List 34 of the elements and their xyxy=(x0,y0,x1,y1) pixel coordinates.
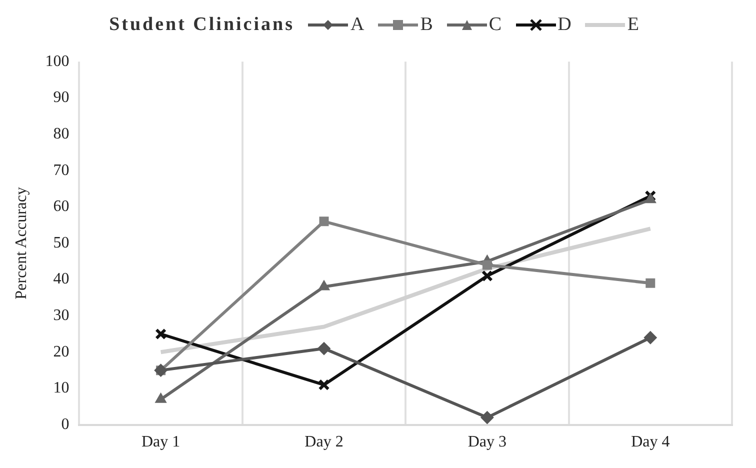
y-tick-label: 90 xyxy=(53,89,70,106)
point xyxy=(644,193,656,204)
y-tick-label: 10 xyxy=(53,380,70,397)
y-tick-label: 40 xyxy=(53,270,70,288)
point xyxy=(318,342,330,356)
y-axis-title: Percent Accuracy xyxy=(12,187,30,300)
legend-title: Student Clinicians xyxy=(109,14,294,36)
point xyxy=(646,278,656,288)
y-tick-label: 20 xyxy=(53,343,70,360)
point xyxy=(644,190,656,202)
y-tick-label: 50 xyxy=(53,234,70,252)
point xyxy=(480,411,494,424)
y-tick-label: 0 xyxy=(61,416,70,434)
legend-label: A xyxy=(350,14,364,36)
legend-label: C xyxy=(488,14,502,36)
point xyxy=(319,216,329,226)
x-tick-label: Day 1 xyxy=(141,434,180,451)
x-tick-label: Day 2 xyxy=(304,434,344,451)
y-tick-label: 70 xyxy=(53,162,70,179)
point xyxy=(318,280,330,290)
point xyxy=(481,270,493,282)
point xyxy=(155,328,167,340)
legend-label: E xyxy=(627,14,639,36)
point xyxy=(482,260,492,270)
y-tick-label: 100 xyxy=(45,52,70,70)
y-tick-label: 30 xyxy=(53,307,70,324)
y-tick-label: 80 xyxy=(53,125,70,142)
x-tick-label: Day 3 xyxy=(468,434,507,451)
legend-label: D xyxy=(558,14,572,36)
point xyxy=(644,331,657,344)
point xyxy=(318,379,330,391)
y-tick-label: 60 xyxy=(53,198,70,216)
x-tick-label: Day 4 xyxy=(631,434,670,451)
legend-label: B xyxy=(420,14,433,36)
